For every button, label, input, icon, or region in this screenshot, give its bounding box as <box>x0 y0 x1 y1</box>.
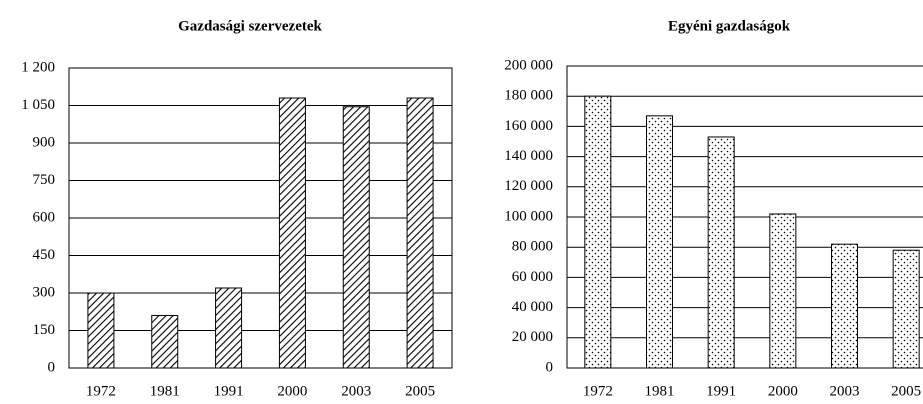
y-tick-label: 150 <box>33 322 56 338</box>
y-tick-label: 80 000 <box>512 239 553 255</box>
x-tick-label: 1972 <box>583 383 613 399</box>
chart-title: Egyéni gazdaságok <box>668 18 791 34</box>
y-tick-label: 600 <box>33 209 56 225</box>
y-tick-label: 20 000 <box>512 329 553 345</box>
y-tick-label: 1 200 <box>21 59 55 75</box>
x-tick-label: 2000 <box>277 383 307 399</box>
x-tick-label: 2000 <box>768 383 798 399</box>
x-tick-label: 2005 <box>405 383 435 399</box>
bar <box>892 249 920 369</box>
y-tick-label: 750 <box>33 172 56 188</box>
x-tick-label: 1981 <box>150 383 180 399</box>
bar <box>831 243 858 369</box>
bar <box>584 95 612 369</box>
x-tick-label: 2003 <box>341 383 371 399</box>
plot-frame <box>566 65 923 369</box>
x-tick-label: 2003 <box>830 383 860 399</box>
bar <box>151 315 179 369</box>
bar <box>215 287 243 369</box>
bar <box>406 97 434 369</box>
x-tick-label: 1981 <box>645 383 675 399</box>
y-tick-label: 0 <box>546 359 554 375</box>
y-tick-label: 200 000 <box>504 57 553 73</box>
bar <box>646 115 673 369</box>
y-tick-label: 1 050 <box>21 97 55 113</box>
y-tick-label: 900 <box>33 134 56 150</box>
bar <box>769 213 797 369</box>
y-tick-label: 300 <box>33 284 56 300</box>
y-tick-label: 160 000 <box>504 118 553 134</box>
bar <box>87 292 115 369</box>
bar <box>278 97 306 369</box>
chart-title: Gazdasági szervezetek <box>178 18 322 34</box>
y-tick-label: 40 000 <box>512 299 553 315</box>
plot-frame <box>68 67 453 369</box>
y-tick-label: 100 000 <box>504 208 553 224</box>
y-tick-label: 120 000 <box>504 178 553 194</box>
bar <box>707 136 735 369</box>
y-tick-label: 0 <box>48 359 56 375</box>
x-tick-label: 1991 <box>214 383 244 399</box>
y-tick-label: 180 000 <box>504 88 553 104</box>
y-tick-label: 450 <box>33 247 56 263</box>
x-tick-label: 1991 <box>706 383 736 399</box>
y-tick-label: 140 000 <box>504 148 553 164</box>
x-tick-label: 2005 <box>891 383 921 399</box>
bar <box>342 106 370 369</box>
y-tick-label: 60 000 <box>512 269 553 285</box>
x-tick-label: 1972 <box>86 383 116 399</box>
